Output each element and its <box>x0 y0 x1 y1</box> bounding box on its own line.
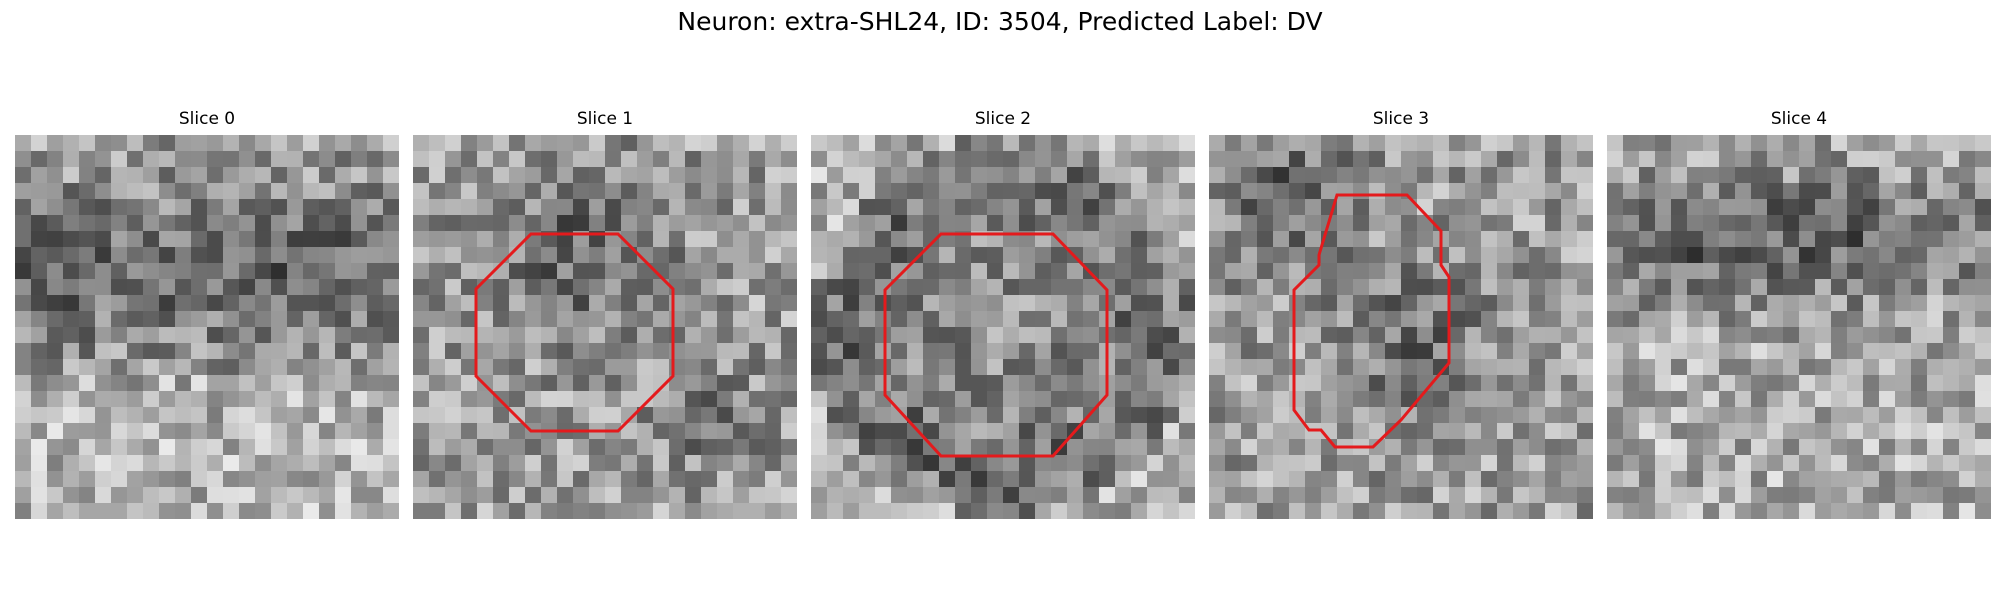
slice-title: Slice 3 <box>1372 109 1430 129</box>
slice-title: Slice 2 <box>974 109 1032 129</box>
slice-title: Slice 1 <box>576 109 634 129</box>
slice-title: Slice 4 <box>1770 109 1828 129</box>
roi-outline <box>883 232 1109 458</box>
roi-outline <box>474 232 675 433</box>
slice-image <box>1209 135 1593 519</box>
slice-title: Slice 0 <box>178 109 236 129</box>
slice-image <box>1607 135 1991 519</box>
slice-image <box>15 135 399 519</box>
roi-outline <box>1292 193 1451 449</box>
figure-title: Neuron: extra-SHL24, ID: 3504, Predicted… <box>677 7 1323 36</box>
